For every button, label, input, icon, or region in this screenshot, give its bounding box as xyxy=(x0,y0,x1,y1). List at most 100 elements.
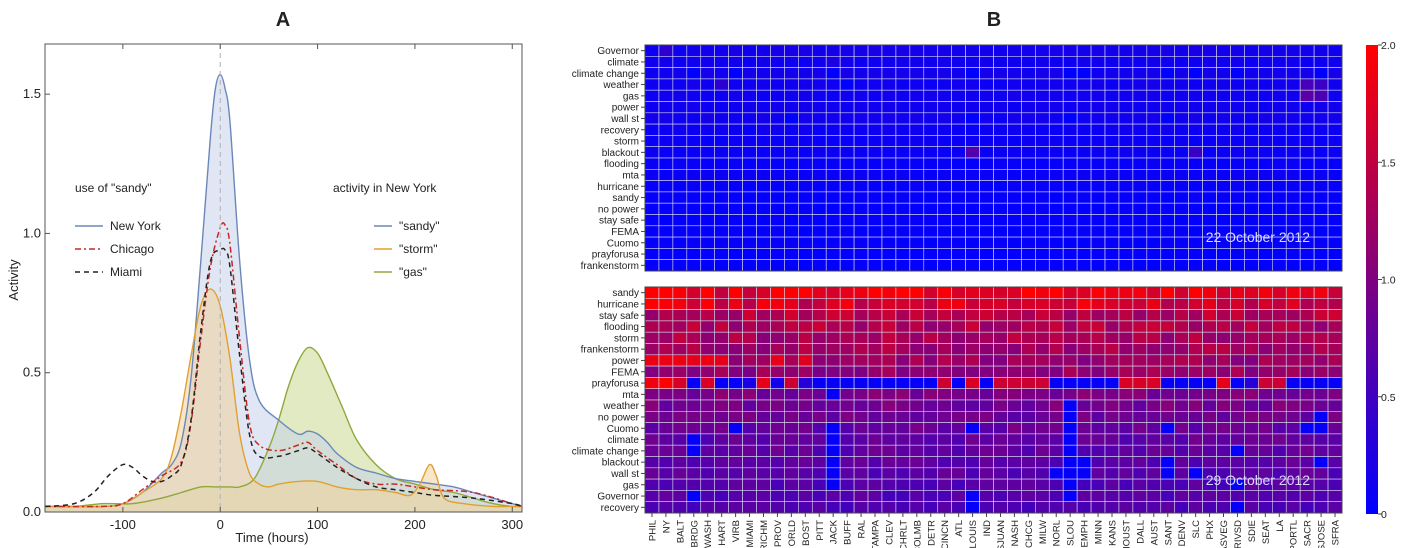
heatmap-cell xyxy=(923,320,939,333)
heatmap-cell xyxy=(1202,248,1217,260)
heatmap-cell xyxy=(881,169,897,181)
heatmap-cell xyxy=(909,236,925,249)
heatmap-cell xyxy=(825,157,841,170)
heatmap-cell xyxy=(1132,214,1148,227)
heatmap-cell xyxy=(1174,191,1189,204)
heatmap-cell xyxy=(1048,202,1064,215)
heatmap-cell xyxy=(672,67,688,80)
heatmap-cell xyxy=(1285,214,1301,227)
heatmap-cell xyxy=(825,410,841,423)
heatmap-cell xyxy=(728,320,743,333)
heatmap-cell xyxy=(1327,309,1343,322)
heatmap-cell xyxy=(1035,422,1050,435)
heatmap-cell xyxy=(686,180,702,193)
heatmap-cell xyxy=(728,467,743,480)
heatmap-cell xyxy=(881,112,897,125)
city-labels: PHIL NY BALT BRDG WASH HART VIRB MIAMI RICHM PROV… xyxy=(648,513,1342,548)
heatmap-cell xyxy=(1313,135,1329,147)
heatmap-cell xyxy=(658,44,674,57)
heatmap-cell xyxy=(1160,67,1176,80)
heatmap-cell xyxy=(909,214,925,227)
heatmap-cell xyxy=(1285,399,1301,412)
heatmap-cell xyxy=(742,89,757,102)
heatmap-cell xyxy=(686,467,702,480)
heatmap-cell xyxy=(1216,444,1231,457)
heatmap-cell xyxy=(714,157,729,170)
heatmap-cell xyxy=(1048,248,1064,260)
heatmap-cell xyxy=(1160,259,1176,272)
heatmap-cell xyxy=(1202,422,1217,435)
heatmap-cell xyxy=(825,456,841,469)
heatmap-cell xyxy=(1118,433,1134,446)
heatmap-cell xyxy=(714,259,729,272)
heatmap-cell xyxy=(784,44,799,57)
heatmap-cell xyxy=(1244,123,1259,136)
heatmap-cell xyxy=(742,180,757,193)
heatmap-cell xyxy=(1048,286,1064,299)
heatmap-cell xyxy=(1216,44,1231,57)
heatmap-cell xyxy=(1090,501,1106,514)
heatmap-cell xyxy=(1202,101,1217,114)
heatmap-cell xyxy=(714,44,729,57)
heatmap-cell xyxy=(853,259,869,272)
heatmap-cell xyxy=(1062,67,1078,80)
heatmap-cell xyxy=(1062,123,1078,136)
heatmap-cell xyxy=(644,478,660,491)
heatmap-cell xyxy=(714,236,729,249)
heatmap-cell xyxy=(1132,89,1148,102)
heatmap-cell xyxy=(1230,78,1245,91)
heatmap-cell xyxy=(770,331,785,344)
heatmap-cell xyxy=(1202,388,1217,401)
heatmap-cell xyxy=(1048,191,1064,204)
heatmap-cell xyxy=(867,377,883,389)
heatmap-cell xyxy=(853,388,869,401)
heatmap-cell xyxy=(1327,157,1343,170)
date-label-29-october: 29 October 2012 xyxy=(1206,472,1311,488)
heatmap-cell xyxy=(672,44,688,57)
heatmap-cell xyxy=(644,202,660,215)
heatmap-cell xyxy=(1160,286,1176,299)
heatmap-cell xyxy=(1174,444,1189,457)
colorbar-tick-label: 1.0 xyxy=(1381,275,1396,287)
heatmap-cell xyxy=(1244,410,1259,423)
heatmap-cell xyxy=(1035,286,1050,299)
heatmap-cell xyxy=(951,78,966,91)
heatmap-cell xyxy=(1285,343,1301,356)
heatmap-cell xyxy=(672,112,688,125)
heatmap-cell xyxy=(839,377,855,389)
heatmap-cell xyxy=(1035,89,1050,102)
heatmap-cell xyxy=(1104,501,1120,514)
keyword-label: wall st xyxy=(610,469,639,480)
heatmap-cell xyxy=(1076,490,1092,502)
heatmap-cell xyxy=(784,214,799,227)
heatmap-cell xyxy=(979,101,994,114)
heatmap-cell xyxy=(853,214,869,227)
heatmap-cell xyxy=(1021,365,1036,378)
heatmap-cell xyxy=(742,248,757,260)
heatmap-cell xyxy=(1076,410,1092,423)
heatmap-cell xyxy=(909,44,925,57)
heatmap-cell xyxy=(1202,180,1217,193)
heatmap-cell xyxy=(728,377,743,389)
heatmap-cell xyxy=(951,44,966,57)
keyword-label: hurricane xyxy=(597,182,639,193)
heatmap-cell xyxy=(1230,55,1245,68)
panel-a-plot-frame xyxy=(44,43,523,513)
heatmap-cell xyxy=(770,135,785,147)
heatmap-cell xyxy=(1285,297,1301,310)
heatmap-cell xyxy=(756,309,771,322)
heatmap-cell xyxy=(1160,456,1176,469)
heatmap-cell xyxy=(1090,225,1106,238)
heatmap-cell xyxy=(965,236,980,249)
y-tick-label: 0.0 xyxy=(23,504,41,519)
heatmap-cell xyxy=(784,169,799,181)
city-label: BRDG xyxy=(689,520,700,547)
heatmap-cell xyxy=(728,501,743,514)
heatmap-cell xyxy=(1258,433,1273,446)
city-label: SLOU xyxy=(1066,520,1077,546)
heatmap-cell xyxy=(700,478,716,491)
heatmap-cell xyxy=(1216,191,1231,204)
heatmap-cell xyxy=(965,343,980,356)
heatmap-cell xyxy=(1313,456,1329,469)
